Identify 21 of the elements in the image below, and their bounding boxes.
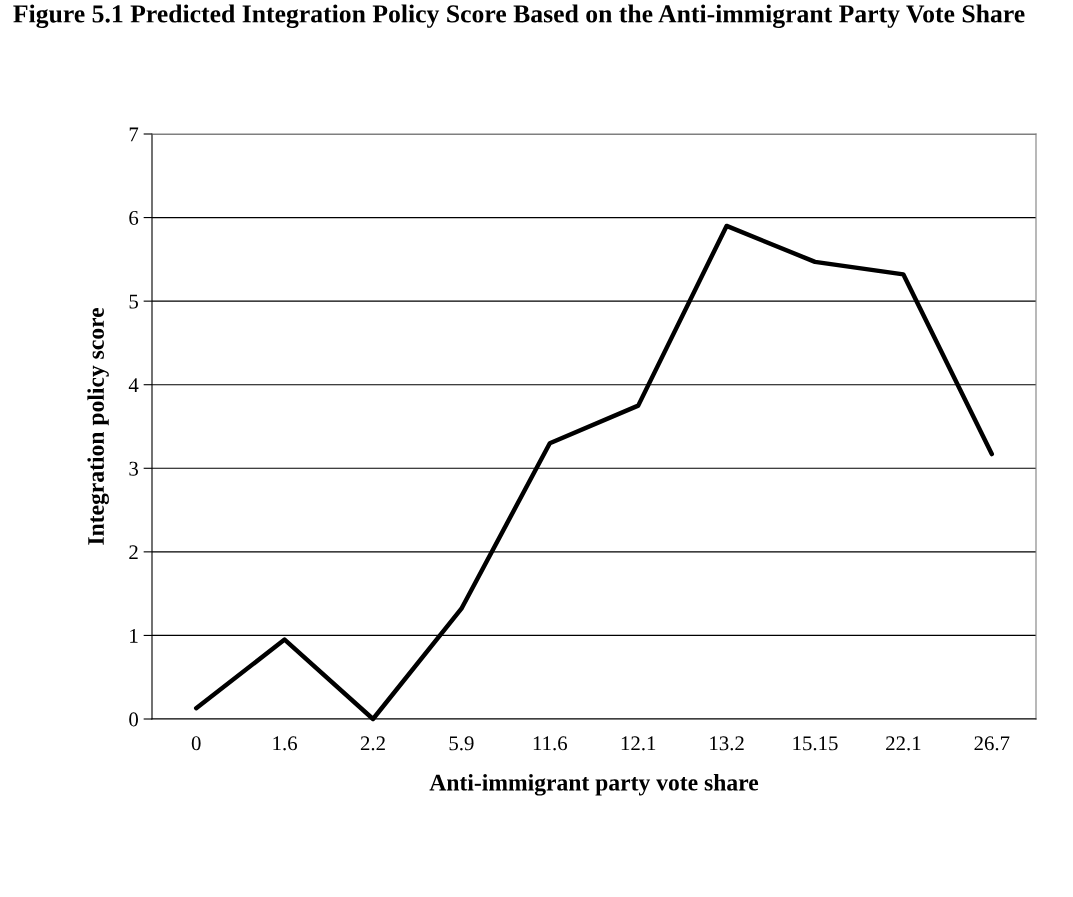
x-tick-label: 11.6: [533, 736, 568, 751]
x-axis-title: Anti-immigrant party vote share: [429, 774, 759, 796]
x-tick-label: 5.9: [449, 736, 474, 751]
x-tick-label: 26.7: [974, 736, 1010, 751]
y-tick-label: 7: [129, 127, 139, 142]
chart-title: Figure 5.1 Predicted Integration Policy Score Based on the Anti-immigrant Party Vote Share: [13, 4, 1025, 28]
y-tick-label: 2: [129, 545, 138, 560]
y-tick-label: 3: [129, 461, 138, 476]
y-tick-label: 1: [130, 628, 138, 643]
y-tick-label: 0: [129, 712, 139, 727]
x-tick-label: 2.2: [360, 736, 385, 751]
x-tick-label: 22.1: [886, 736, 921, 751]
y-axis-title: Integration policy score: [87, 307, 109, 545]
x-tick-label: 12.1: [621, 736, 656, 751]
x-tick-label: 0: [191, 736, 201, 751]
x-tick-label: 15.15: [793, 736, 838, 751]
y-tick-label: 5: [129, 294, 138, 309]
x-tick-label: 13.2: [710, 736, 744, 751]
y-tick-label: 6: [129, 211, 139, 225]
x-tick-label: 1.6: [273, 736, 297, 751]
y-tick-label: 4: [128, 378, 139, 392]
